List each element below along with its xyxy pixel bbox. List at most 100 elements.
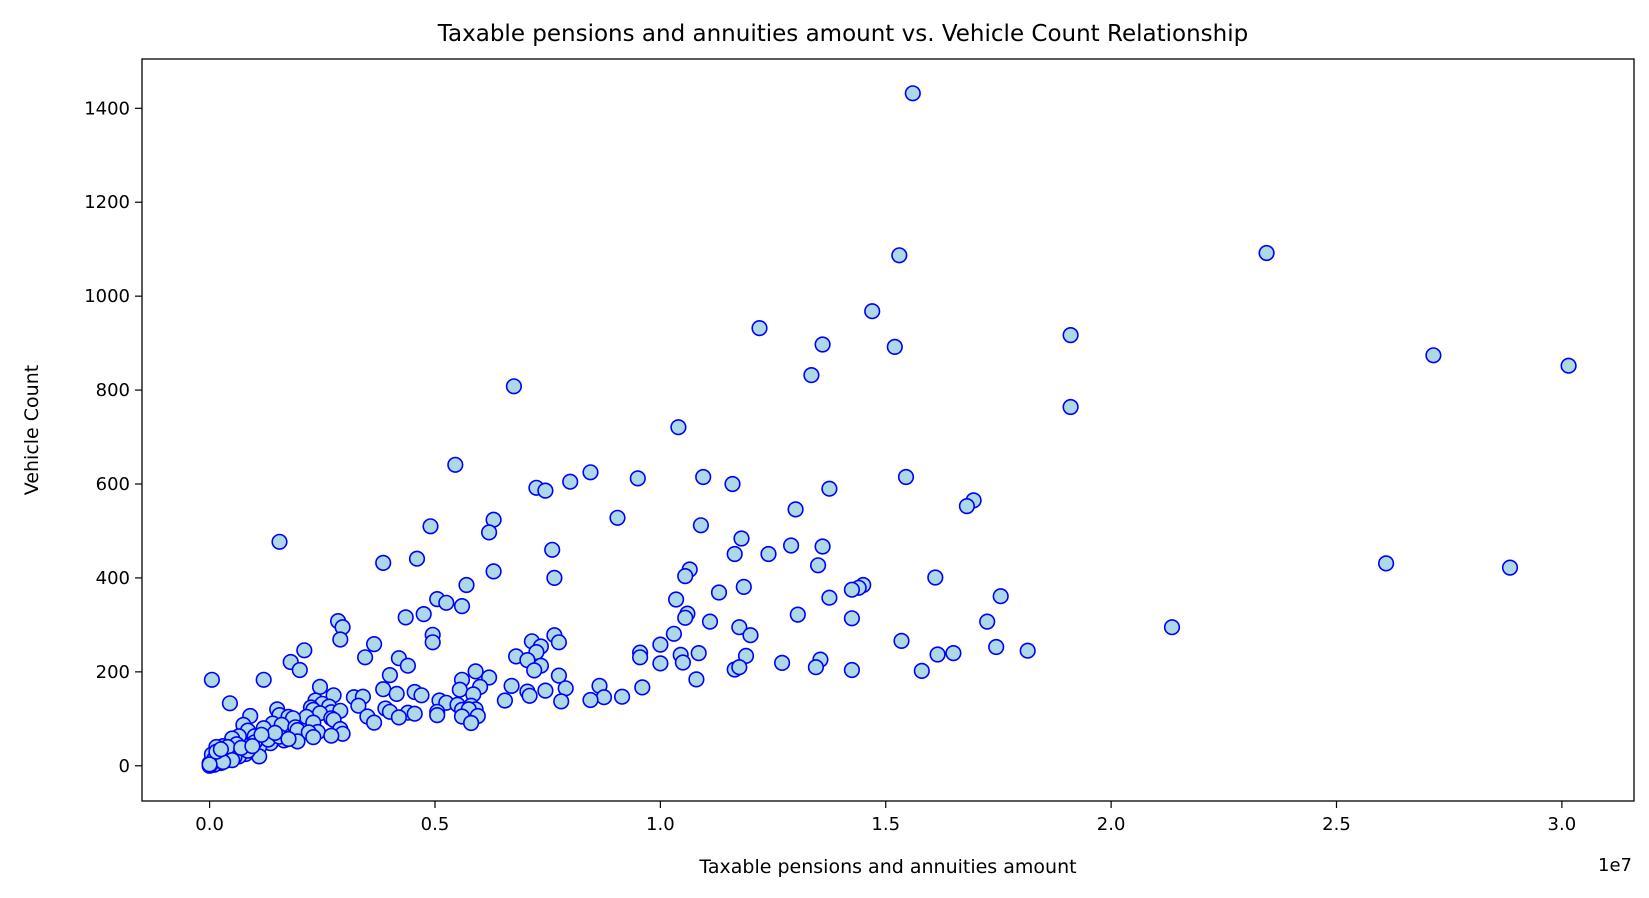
data-point [375,554,392,572]
points-layer [201,85,1577,774]
data-point [291,661,308,679]
data-point [397,609,414,626]
data-point [424,634,441,651]
data-point [467,663,484,680]
data-point [1258,244,1275,262]
data-point [891,247,908,264]
plot-frame [141,58,1635,802]
data-point [429,706,446,724]
data-point [843,581,861,598]
data-point [913,662,930,680]
data-point [1062,327,1079,344]
data-point [695,468,712,486]
chart-title: Taxable pensions and annuities amount vs… [437,21,1248,47]
data-point [496,692,514,709]
data-point [701,613,719,630]
data-point [897,468,915,486]
data-point [271,533,288,550]
data-point [789,606,806,623]
data-point [992,588,1009,605]
data-point [485,563,502,580]
data-point [422,518,439,535]
data-point [864,303,881,320]
x-tick-label: 2.0 [1097,814,1126,835]
data-point [503,677,520,695]
data-point [677,609,694,626]
data-point [305,728,322,746]
data-point [546,569,563,587]
data-point [537,482,554,499]
x-axis-label: Taxable pensions and annuities amount [698,856,1076,878]
data-point [773,654,791,672]
data-point [690,644,707,662]
data-point [807,659,825,676]
data-point [413,687,430,704]
y-tick-label: 200 [96,662,130,683]
data-point [1560,357,1577,374]
data-point [667,591,685,608]
data-point [526,662,543,679]
data-point [595,689,613,706]
data-point [296,642,313,659]
data-point [674,654,692,671]
data-point [350,697,367,714]
data-point [550,634,568,651]
x-tick-label: 0.0 [195,814,224,835]
data-point [451,681,468,698]
data-point [634,679,651,696]
data-point [787,501,804,518]
data-point [670,419,687,436]
data-point [266,724,284,742]
data-point [255,671,272,688]
data-point [742,627,759,644]
data-point [929,646,946,663]
data-point [203,671,220,688]
data-point [733,530,750,547]
data-point [665,625,683,642]
x-tick-label: 1.0 [646,814,675,835]
data-point [582,464,599,481]
data-point [979,613,996,630]
data-point [1425,347,1442,364]
y-tick-label: 1200 [84,192,130,213]
data-point [782,537,800,554]
y-tick-label: 400 [96,568,130,589]
data-point [408,550,426,567]
y-tick-label: 800 [96,380,130,401]
data-point [375,681,392,698]
data-point [988,638,1005,656]
data-point [809,557,827,574]
data-point [280,730,297,748]
data-point [652,636,669,653]
data-point [521,687,538,704]
data-point [537,682,554,699]
data-point [481,524,498,541]
data-point [803,367,820,384]
data-point [958,498,976,515]
data-point [629,470,646,487]
data-point [453,597,471,615]
data-point [582,691,599,709]
data-point [544,541,561,558]
data-point [562,473,579,490]
x-axis-ticks: 0.0 0.5 1.0 1.5 2.0 2.5 3.0 [195,801,1576,835]
data-point [1501,559,1519,576]
data-point [221,695,238,712]
x-tick-label: 1.5 [871,814,900,835]
data-point [692,517,710,534]
data-point [406,705,423,722]
data-point [688,671,705,688]
data-point [843,661,861,679]
data-point [1062,398,1079,416]
data-point [253,726,270,743]
data-point [390,709,408,726]
data-point [677,567,694,585]
data-point [724,475,741,493]
y-axis-label: Vehicle Count [21,365,43,495]
data-point [201,756,218,773]
data-point [553,693,570,710]
data-point [463,714,480,732]
data-point [821,589,838,606]
data-point [731,619,748,636]
